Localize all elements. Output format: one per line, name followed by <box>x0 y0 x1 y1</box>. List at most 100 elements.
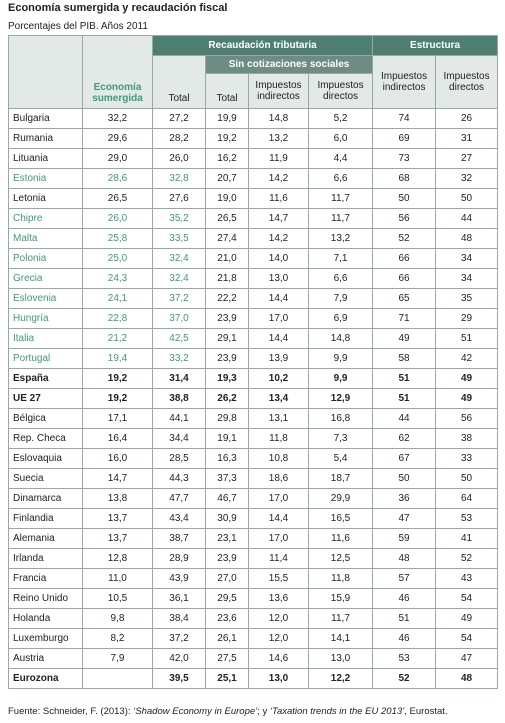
table-cell: Chipre <box>8 208 83 229</box>
table-row: Holanda 9,8 38,4 23,6 12,0 11,7 51 49 <box>8 608 499 629</box>
table-cell: 33 <box>435 448 499 469</box>
table-cell: 14,7 <box>248 208 309 229</box>
table-cell: 53 <box>372 648 437 669</box>
table-cell: 22,8 <box>82 308 153 329</box>
table-cell: 17,0 <box>248 308 309 329</box>
column-header: Total <box>152 55 206 109</box>
table-cell: 23,9 <box>205 308 249 329</box>
table-cell: 14,8 <box>248 108 309 129</box>
table-cell: Luxemburgo <box>8 628 83 649</box>
table-row: Bulgaria 32,2 27,2 19,9 14,8 5,2 74 26 <box>8 108 499 129</box>
table-cell: 11,6 <box>248 188 309 209</box>
table-cell: Portugal <box>8 348 83 369</box>
table-cell: 7,3 <box>307 428 374 449</box>
table-row: Lituania 29,0 26,0 16,2 11,9 4,4 73 27 <box>8 148 499 169</box>
table-cell: 32,4 <box>152 268 206 289</box>
table-cell: 34 <box>435 248 499 269</box>
table-cell: 11,8 <box>307 568 374 589</box>
table-cell: Holanda <box>8 608 83 629</box>
table-cell: 27 <box>435 148 499 169</box>
table-cell: 13,4 <box>248 388 309 409</box>
table-cell: 44 <box>435 208 499 229</box>
table-cell: 50 <box>435 468 499 489</box>
table-cell: 12,0 <box>248 628 309 649</box>
table-cell: 66 <box>372 248 437 269</box>
table-body: Bulgaria 32,2 27,2 19,9 14,8 5,2 74 26 Rumania 29… <box>8 108 499 689</box>
table-cell: Austria <box>8 648 83 669</box>
table-cell: 50 <box>435 188 499 209</box>
table-cell: 19,1 <box>205 428 249 449</box>
table-row: Portugal 19,4 33,2 23,9 13,9 9,9 58 42 <box>8 348 499 369</box>
footer-source: ‘Taxation trends in the EU 2013’ <box>269 706 405 717</box>
table-cell: Italia <box>8 328 83 349</box>
table-cell: Alemania <box>8 528 83 549</box>
table-cell: 34,4 <box>152 428 206 449</box>
table-cell: 13,7 <box>82 508 153 529</box>
table-cell: Bélgica <box>8 408 83 429</box>
table-cell: 29,5 <box>205 588 249 609</box>
table-cell: 27,2 <box>152 108 206 129</box>
table-cell: Letonia <box>8 188 83 209</box>
table-cell: 50 <box>372 188 437 209</box>
table-cell: 69 <box>372 128 437 149</box>
table-cell: 10,2 <box>248 368 309 389</box>
table-cell: 48 <box>435 668 499 689</box>
table-cell: 52 <box>372 228 437 249</box>
data-table: Economía sumergida Recaudación tributari… <box>8 35 499 689</box>
table-cell: 59 <box>372 528 437 549</box>
table-cell: 49 <box>435 608 499 629</box>
table-cell: 31,4 <box>152 368 206 389</box>
table-cell: 38,7 <box>152 528 206 549</box>
table-cell: 13,0 <box>307 648 374 669</box>
table-cell: 67 <box>372 448 437 469</box>
table-cell: 17,0 <box>248 488 309 509</box>
table-cell: Eslovaquia <box>8 448 83 469</box>
table-cell: 10,8 <box>248 448 309 469</box>
table-cell: 51 <box>372 368 437 389</box>
table-cell: 12,0 <box>248 608 309 629</box>
table-row: Grecia 24,3 32,4 21,8 13,0 6,6 66 34 <box>8 268 499 289</box>
table-cell: 23,9 <box>205 548 249 569</box>
table-row: Luxemburgo 8,2 37,2 26,1 12,0 14,1 46 54 <box>8 628 499 649</box>
table-row: Chipre 26,0 35,2 26,5 14,7 11,7 56 44 <box>8 208 499 229</box>
table-cell: 46 <box>372 628 437 649</box>
table-cell: 6,6 <box>307 268 374 289</box>
table-cell: 57 <box>372 568 437 589</box>
table-cell: 17,1 <box>82 408 153 429</box>
table-cell: 8,2 <box>82 628 153 649</box>
table-row: Malta 25,8 33,5 27,4 14,2 13,2 52 48 <box>8 228 499 249</box>
table-cell: 11,6 <box>307 528 374 549</box>
table-cell: 64 <box>435 488 499 509</box>
table-cell: 28,5 <box>152 448 206 469</box>
table-cell: 15,5 <box>248 568 309 589</box>
table-cell: 62 <box>372 428 437 449</box>
table-cell: 58 <box>372 348 437 369</box>
table-row: Hungría 22,8 37,0 23,9 17,0 6,9 71 29 <box>8 308 499 329</box>
table-cell: 19,2 <box>82 368 153 389</box>
table-cell: 7,9 <box>82 648 153 669</box>
table-cell: 56 <box>372 208 437 229</box>
group-header: Sin cotizaciones sociales <box>204 55 374 74</box>
table-cell: 21,8 <box>205 268 249 289</box>
table-cell: 51 <box>372 388 437 409</box>
table-cell: 11,9 <box>248 148 309 169</box>
table-cell: 11,7 <box>307 208 374 229</box>
table-cell: 65 <box>372 288 437 309</box>
table-cell: 38 <box>435 428 499 449</box>
table-cell: 26,5 <box>205 208 249 229</box>
table-cell: Eslovenia <box>8 288 83 309</box>
table-cell <box>82 668 153 689</box>
table-cell: Rumania <box>8 128 83 149</box>
table-cell: 32,8 <box>152 168 206 189</box>
column-header: Impuestos directos <box>307 73 374 109</box>
table-cell: 17,0 <box>248 528 309 549</box>
table-cell: 47,7 <box>152 488 206 509</box>
table-cell: 37,3 <box>205 468 249 489</box>
table-cell: 18,7 <box>307 468 374 489</box>
table-cell: 14,4 <box>248 328 309 349</box>
table-row: Reino Unido 10,5 36,1 29,5 13,6 15,9 46 54 <box>8 588 499 609</box>
table-cell: 38,8 <box>152 388 206 409</box>
table-cell: 26,0 <box>82 208 153 229</box>
table-cell: Lituania <box>8 148 83 169</box>
